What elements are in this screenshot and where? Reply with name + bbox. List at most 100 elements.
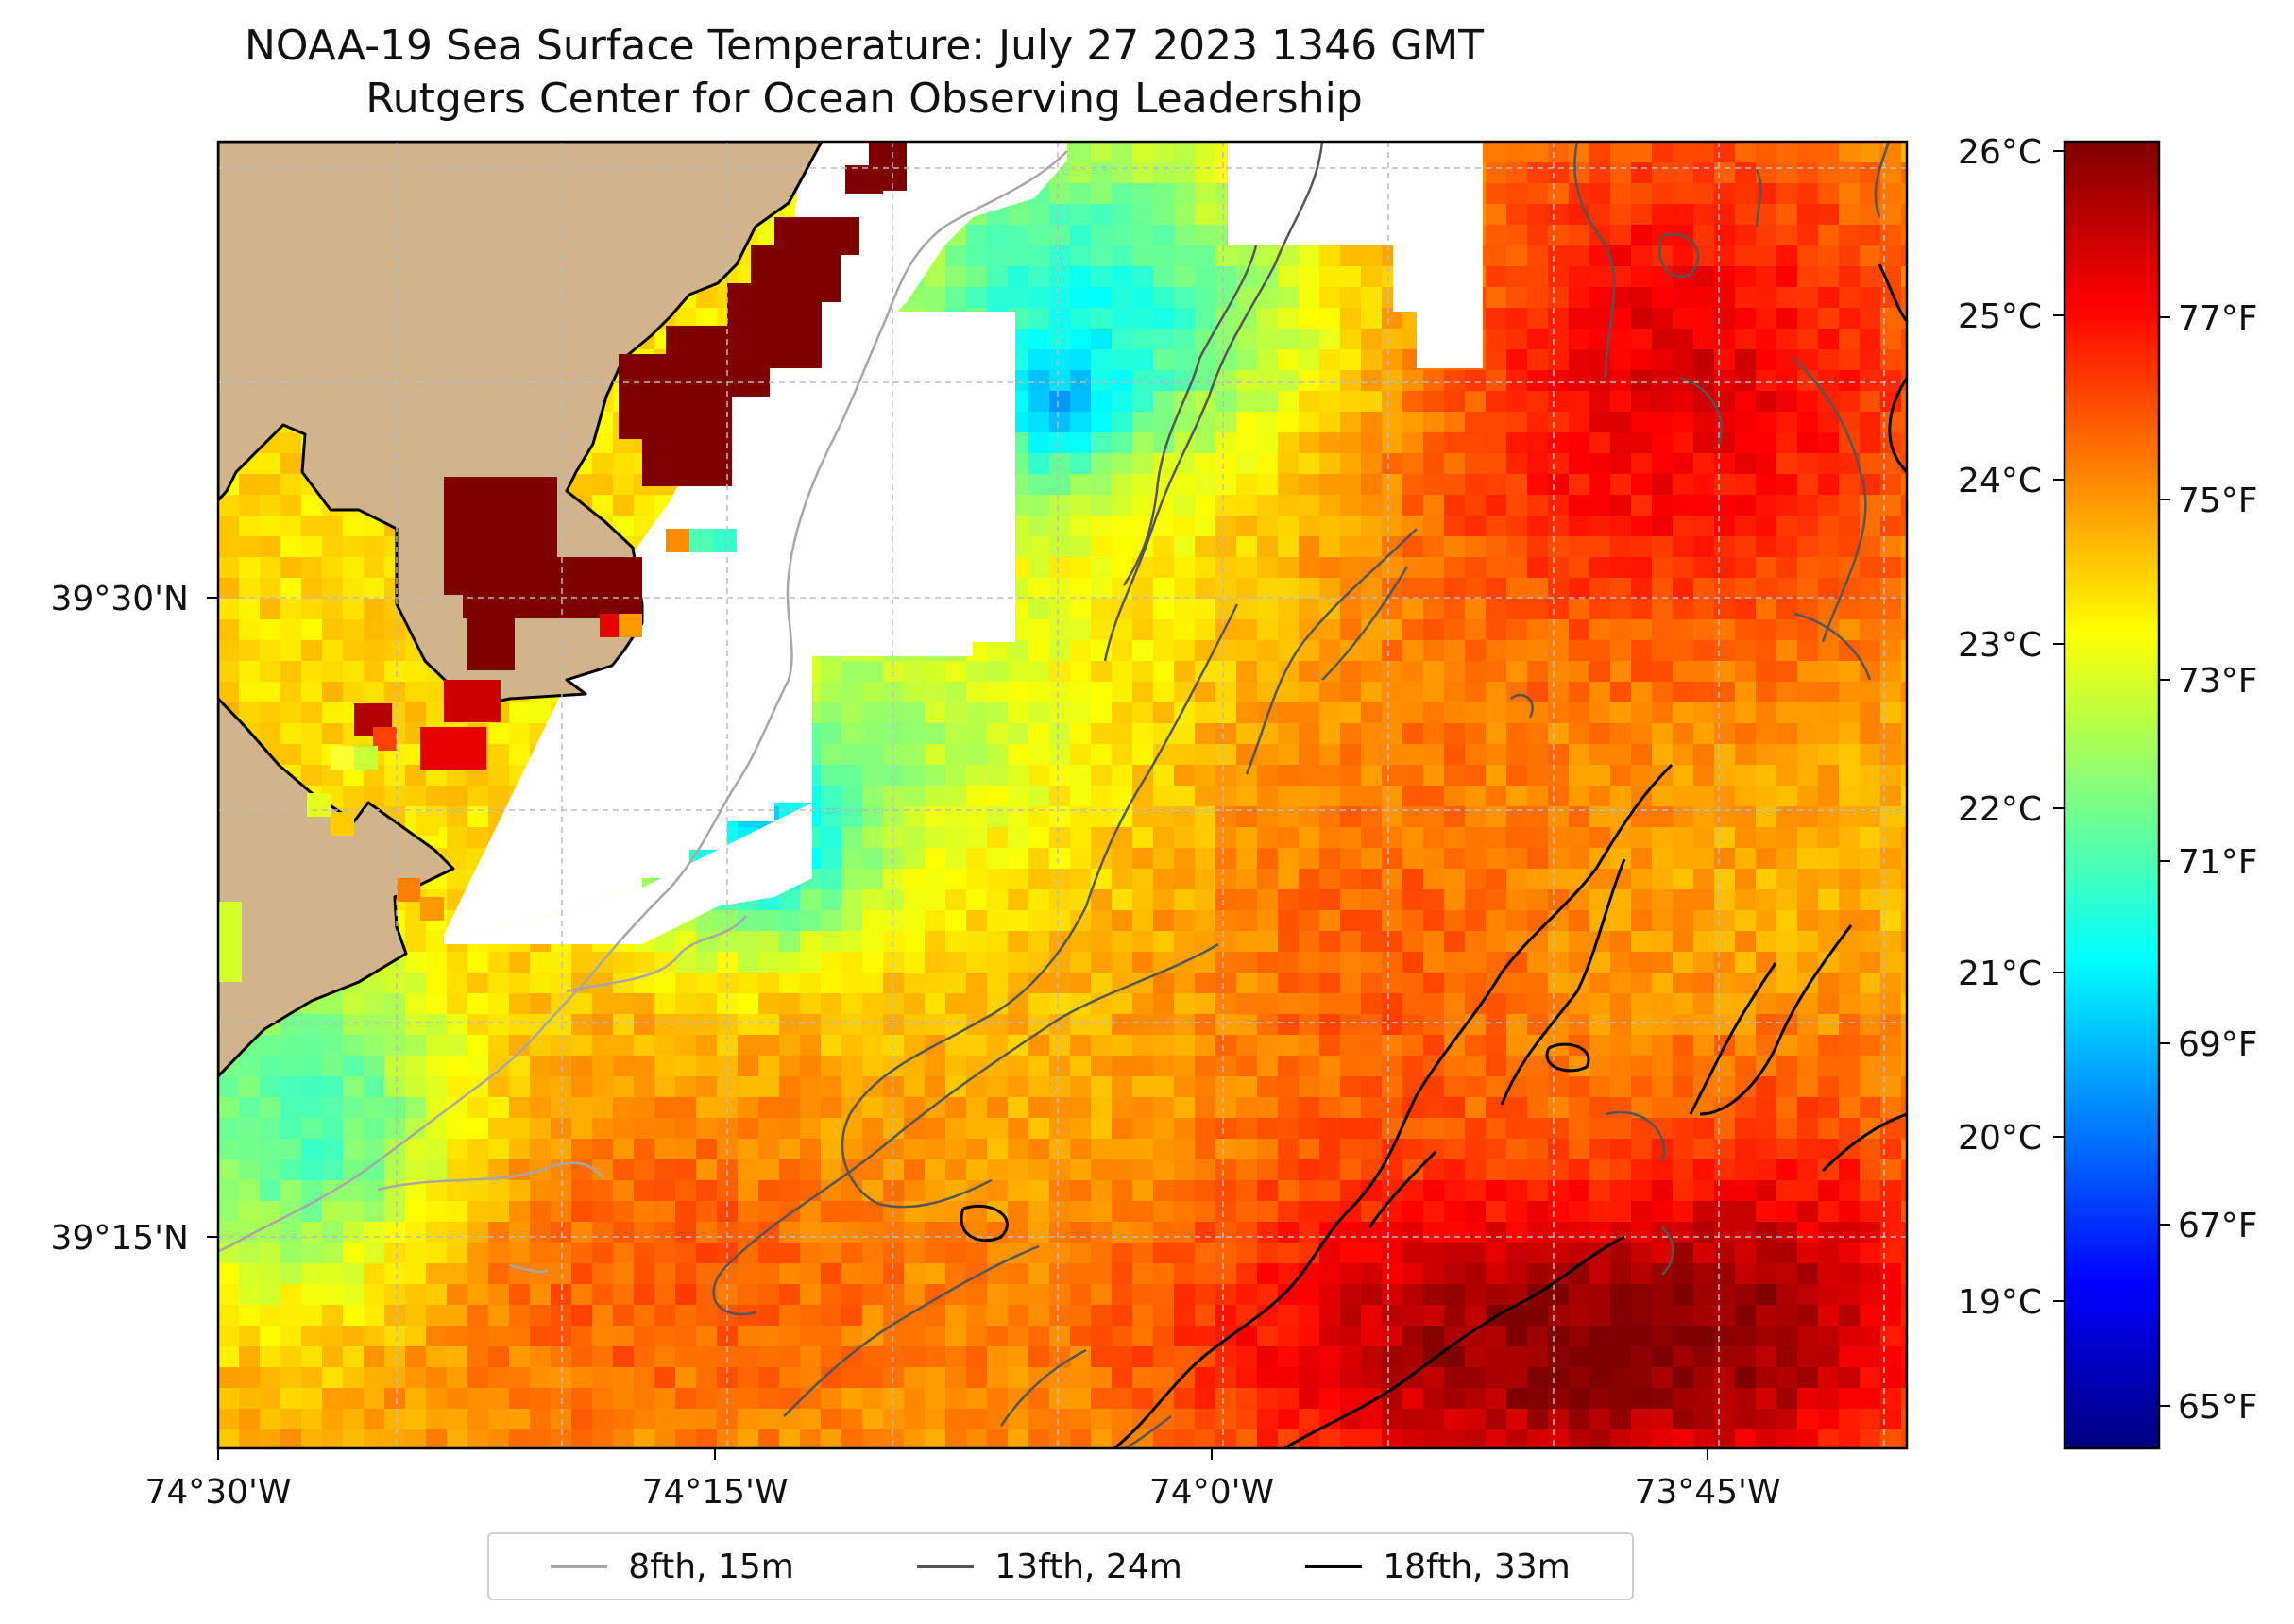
sst-pixel xyxy=(1132,702,1154,724)
sst-pixel xyxy=(1319,432,1341,454)
sst-pixel xyxy=(592,432,614,454)
sst-pixel xyxy=(821,744,842,766)
sst-pixel xyxy=(467,1388,489,1410)
sst-pixel xyxy=(1901,287,1907,309)
sst-pixel xyxy=(1673,1367,1694,1389)
sst-pixel xyxy=(1880,474,1902,496)
sst-pixel xyxy=(530,1305,552,1327)
sst-pixel xyxy=(1257,1118,1279,1140)
sst-pixel xyxy=(1673,1159,1694,1181)
sst-pixel xyxy=(1673,1388,1694,1410)
sst-pixel xyxy=(1382,1076,1403,1098)
sst-pixel xyxy=(1361,910,1383,932)
sst-pixel xyxy=(1236,1326,1258,1347)
sst-pixel xyxy=(1299,1056,1320,1077)
sst-pixel xyxy=(1693,1035,1715,1057)
sst-pixel xyxy=(592,1388,614,1410)
sst-pixel xyxy=(1527,889,1549,911)
sst-pixel xyxy=(364,557,385,579)
sst-pixel xyxy=(1839,910,1861,932)
sst-pixel xyxy=(1402,1388,1424,1410)
sst-pixel xyxy=(1901,1263,1907,1285)
sst-pixel xyxy=(613,1263,635,1285)
sst-pixel xyxy=(1049,1388,1071,1410)
sst-pixel xyxy=(1673,245,1694,267)
sst-pixel xyxy=(1465,1118,1487,1140)
sst-pixel xyxy=(1673,370,1694,392)
sst-pixel xyxy=(1486,910,1507,932)
sst-pixel xyxy=(1756,1243,1777,1264)
sst-pixel xyxy=(426,682,448,703)
sst-pixel xyxy=(1776,142,1798,163)
sst-pixel xyxy=(1818,952,1840,973)
sst-pixel xyxy=(1818,245,1840,267)
sst-pixel xyxy=(488,1180,510,1202)
sst-pixel xyxy=(1756,329,1777,350)
sst-pixel xyxy=(1880,1346,1902,1368)
sst-pixel xyxy=(1589,640,1611,662)
sst-pixel xyxy=(1112,599,1133,620)
sst-pixel xyxy=(1340,1222,1362,1243)
sst-pixel xyxy=(1008,1388,1029,1410)
sst-pixel xyxy=(1028,1326,1050,1347)
sst-pixel xyxy=(467,1014,489,1036)
sst-pixel xyxy=(280,599,302,620)
sst-pixel xyxy=(1693,329,1715,350)
sst-pixel xyxy=(322,1159,344,1181)
sst-pixel xyxy=(841,1035,863,1057)
sst-pixel xyxy=(1028,1305,1050,1327)
sst-pixel xyxy=(1527,1201,1549,1223)
sst-pixel xyxy=(696,1388,718,1410)
sst-pixel xyxy=(987,993,1009,1015)
sst-pixel xyxy=(364,1180,385,1202)
sst-pixel xyxy=(509,1326,531,1347)
sst-pixel xyxy=(1901,702,1907,724)
sst-pixel xyxy=(322,682,344,703)
sst-pixel xyxy=(1714,1263,1736,1285)
sst-pixel xyxy=(1901,869,1907,890)
sst-pixel xyxy=(530,1076,552,1098)
sst-pixel xyxy=(1631,391,1653,413)
sst-pixel xyxy=(883,993,905,1015)
sst-pixel xyxy=(1382,1263,1403,1285)
sst-pixel xyxy=(1756,578,1777,600)
sst-pixel xyxy=(1880,370,1902,392)
sst-pixel xyxy=(987,744,1009,766)
sst-pixel xyxy=(1569,391,1590,413)
sst-pixel xyxy=(800,1097,822,1119)
sst-pixel xyxy=(1319,1097,1341,1119)
sst-pixel xyxy=(509,1222,531,1243)
sst-pixel xyxy=(1382,827,1403,849)
sst-pixel xyxy=(1423,495,1445,516)
sst-pixel xyxy=(758,993,780,1015)
sst-pixel xyxy=(1589,1263,1611,1285)
sst-pixel xyxy=(1506,952,1528,973)
sst-pixel xyxy=(696,1284,718,1306)
sst-pixel xyxy=(1049,786,1071,807)
sst-pixel xyxy=(1880,1159,1902,1181)
sst-pixel xyxy=(1693,806,1715,828)
sst-pixel xyxy=(1465,765,1487,787)
sst-pixel xyxy=(987,1284,1009,1306)
sst-pixel xyxy=(1631,308,1653,330)
sst-pixel xyxy=(1797,1326,1819,1347)
sst-pixel xyxy=(343,578,365,600)
sst-pixel xyxy=(1860,391,1881,413)
sst-pixel xyxy=(1153,391,1175,413)
sst-pixel xyxy=(1070,557,1092,579)
sst-pixel xyxy=(301,1284,323,1306)
sst-pixel xyxy=(530,952,552,973)
sst-pixel xyxy=(945,993,967,1015)
sst-pixel xyxy=(343,1076,365,1098)
sst-pixel xyxy=(821,931,842,953)
sst-pixel xyxy=(1049,661,1071,683)
sst-pixel xyxy=(405,1222,427,1243)
sst-pixel xyxy=(1028,432,1050,454)
sst-pixel xyxy=(1132,1388,1154,1410)
sst-pixel xyxy=(1153,183,1175,205)
sst-pixel xyxy=(1714,1118,1736,1140)
sst-pixel xyxy=(280,1284,302,1306)
sst-pixel xyxy=(322,1076,344,1098)
sst-pixel xyxy=(1797,349,1819,371)
sst-pixel xyxy=(1465,1014,1487,1036)
